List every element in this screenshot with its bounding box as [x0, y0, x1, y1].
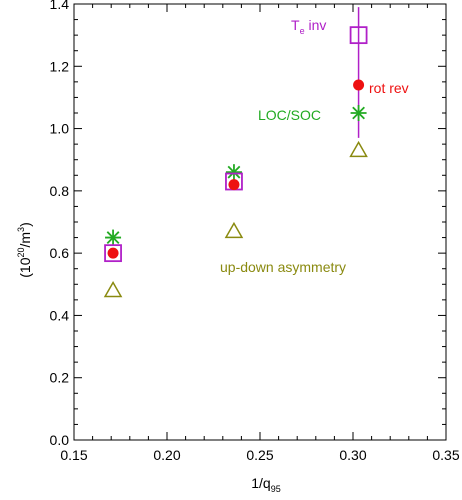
x-tick-label: 0.15: [60, 447, 87, 463]
y-tick-label: 1.4: [50, 0, 70, 12]
y-tick-label: 1.0: [50, 121, 70, 137]
annotation-te-inv: Te inv: [291, 17, 326, 36]
y-tick-label: 0.8: [50, 183, 70, 199]
y-axis-title: (1020/m3): [16, 222, 33, 278]
square-point: [104, 244, 122, 263]
annotation-rot-rev: rot rev: [369, 80, 409, 96]
x-axis-title: 1/q95: [251, 475, 280, 494]
circle-point: [107, 247, 119, 259]
y-tick-label: 0.6: [50, 245, 70, 261]
asterisk-point: [225, 164, 242, 181]
asterisk-point: [350, 105, 367, 121]
asterisk-point: [105, 229, 122, 246]
x-tick-label: 0.25: [246, 447, 273, 463]
y-tick-label: 0.2: [50, 370, 70, 386]
square-point: [349, 26, 368, 45]
triangle-point: [224, 221, 244, 239]
y-tick-label: 1.2: [50, 58, 70, 74]
triangle-point: [349, 140, 368, 158]
annotation-up-down-asymmetry: up-down asymmetry: [220, 259, 346, 275]
circle-point: [228, 179, 240, 191]
circle-point: [353, 79, 365, 91]
plot-frame: [73, 3, 447, 441]
x-tick-label: 0.35: [432, 447, 459, 463]
triangle-point: [103, 281, 123, 298]
y-tick-label: 0.4: [50, 307, 70, 323]
x-tick-label: 0.20: [153, 447, 180, 463]
y-tick-label: 0.0: [50, 432, 70, 448]
annotation-loc-soc: LOC/SOC: [258, 107, 321, 123]
x-tick-label: 0.30: [339, 447, 366, 463]
